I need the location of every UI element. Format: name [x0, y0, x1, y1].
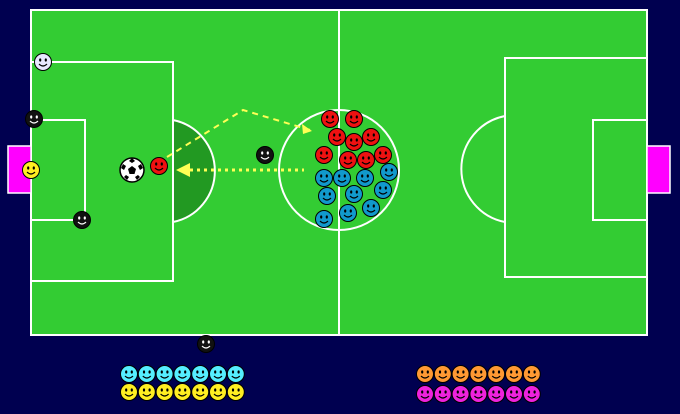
blue-player-1[interactable] [316, 170, 333, 187]
red-player-9[interactable] [375, 147, 392, 164]
black-player-4[interactable] [198, 336, 215, 353]
cyan-4[interactable] [174, 366, 191, 383]
red-player-3[interactable] [329, 129, 346, 146]
red-player-4[interactable] [363, 129, 380, 146]
yellow-6[interactable] [210, 384, 227, 401]
cyan-5[interactable] [192, 366, 209, 383]
yellow-2[interactable] [138, 384, 155, 401]
yellow-5[interactable] [192, 384, 209, 401]
red-player-6[interactable] [316, 147, 333, 164]
yellow-7[interactable] [227, 384, 244, 401]
red-player-5[interactable] [346, 134, 363, 151]
yellow-4[interactable] [174, 384, 191, 401]
blue-player-7[interactable] [375, 182, 392, 199]
soccer-ball-icon[interactable] [120, 158, 144, 182]
black-player-3[interactable] [257, 147, 274, 164]
orange-7[interactable] [523, 366, 540, 383]
orange-1[interactable] [417, 366, 434, 383]
blue-player-5[interactable] [319, 188, 336, 205]
cyan-2[interactable] [138, 366, 155, 383]
magenta-6[interactable] [506, 386, 523, 403]
orange-6[interactable] [506, 366, 523, 383]
magenta-5[interactable] [488, 386, 505, 403]
orange-4[interactable] [470, 366, 487, 383]
blue-player-2[interactable] [334, 170, 351, 187]
magenta-1[interactable] [417, 386, 434, 403]
blue-player-9[interactable] [363, 200, 380, 217]
red-player-1[interactable] [322, 111, 339, 128]
blue-player-8[interactable] [340, 205, 357, 222]
red-player-10[interactable] [151, 158, 168, 175]
blue-player-3[interactable] [357, 170, 374, 187]
orange-2[interactable] [434, 366, 451, 383]
blue-player-4[interactable] [381, 164, 398, 181]
blue-player-6[interactable] [346, 186, 363, 203]
orange-3[interactable] [452, 366, 469, 383]
cyan-3[interactable] [156, 366, 173, 383]
black-player-2[interactable] [74, 212, 91, 229]
red-player-7[interactable] [340, 152, 357, 169]
red-player-2[interactable] [346, 111, 363, 128]
orange-5[interactable] [488, 366, 505, 383]
yellow-goalkeeper[interactable] [23, 162, 40, 179]
magenta-3[interactable] [452, 386, 469, 403]
red-player-8[interactable] [358, 152, 375, 169]
blue-player-10[interactable] [316, 211, 333, 228]
right-goal [647, 146, 670, 193]
yellow-1[interactable] [121, 384, 138, 401]
black-player-1[interactable] [26, 111, 43, 128]
yellow-3[interactable] [156, 384, 173, 401]
cyan-1[interactable] [121, 366, 138, 383]
cyan-6[interactable] [210, 366, 227, 383]
magenta-4[interactable] [470, 386, 487, 403]
magenta-7[interactable] [523, 386, 540, 403]
white-player[interactable] [35, 54, 52, 71]
cyan-7[interactable] [227, 366, 244, 383]
magenta-2[interactable] [434, 386, 451, 403]
